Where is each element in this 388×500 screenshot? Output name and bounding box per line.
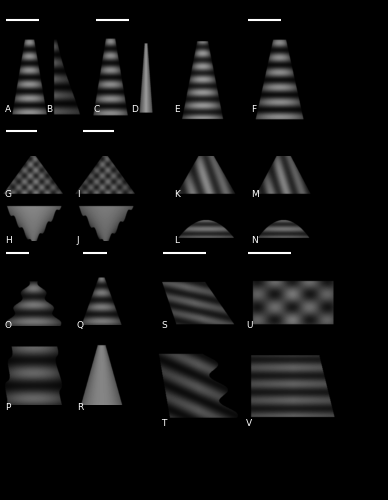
Text: R: R <box>77 404 83 412</box>
Text: K: K <box>175 190 180 199</box>
Text: U: U <box>246 321 253 330</box>
Text: A: A <box>5 105 11 114</box>
Text: G: G <box>5 190 12 199</box>
Text: T: T <box>161 418 166 428</box>
Text: M: M <box>251 190 259 199</box>
Text: E: E <box>175 105 180 114</box>
Text: Q: Q <box>77 321 84 330</box>
Text: V: V <box>246 418 253 428</box>
Text: N: N <box>251 236 258 245</box>
Text: L: L <box>175 236 180 245</box>
Text: P: P <box>5 404 10 412</box>
Text: H: H <box>5 236 11 245</box>
Text: F: F <box>251 105 256 114</box>
Text: O: O <box>5 321 12 330</box>
Text: C: C <box>93 105 99 114</box>
Text: S: S <box>161 321 167 330</box>
Text: I: I <box>77 190 80 199</box>
Text: J: J <box>77 236 80 245</box>
Text: D: D <box>131 105 138 114</box>
Text: B: B <box>47 105 53 114</box>
